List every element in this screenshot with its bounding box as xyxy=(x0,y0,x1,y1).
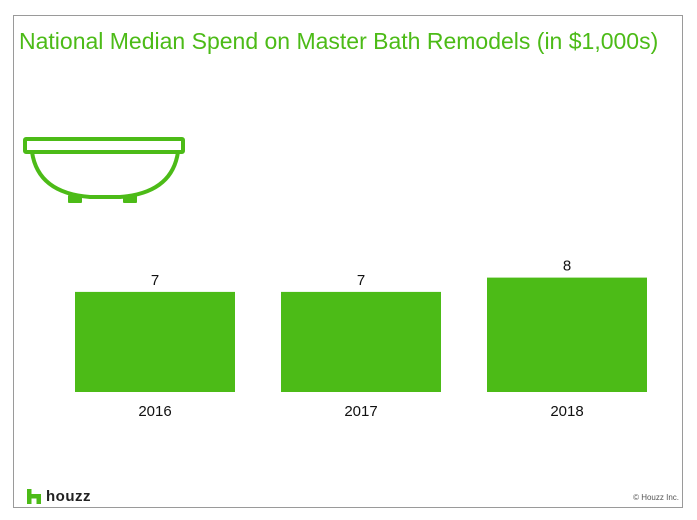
slide-frame xyxy=(13,15,683,508)
logo-text: houzz xyxy=(46,487,91,505)
data-label-2018: 8 xyxy=(563,258,571,275)
bathtub-icon xyxy=(23,137,185,203)
chart-title: National Median Spend on Master Bath Rem… xyxy=(19,28,659,54)
bar-2016 xyxy=(75,291,235,392)
houzz-logo-icon xyxy=(27,488,41,504)
data-label-2017: 7 xyxy=(357,272,365,289)
houzz-logo: houzz xyxy=(27,487,91,505)
category-label-2016: 2016 xyxy=(138,403,171,420)
bar-2017 xyxy=(281,291,441,392)
category-label-2018: 2018 xyxy=(550,403,583,420)
bar-2018 xyxy=(487,277,647,392)
copyright-text: © Houzz Inc. xyxy=(633,493,679,502)
category-label-2017: 2017 xyxy=(344,403,377,420)
data-label-2016: 7 xyxy=(151,272,159,289)
